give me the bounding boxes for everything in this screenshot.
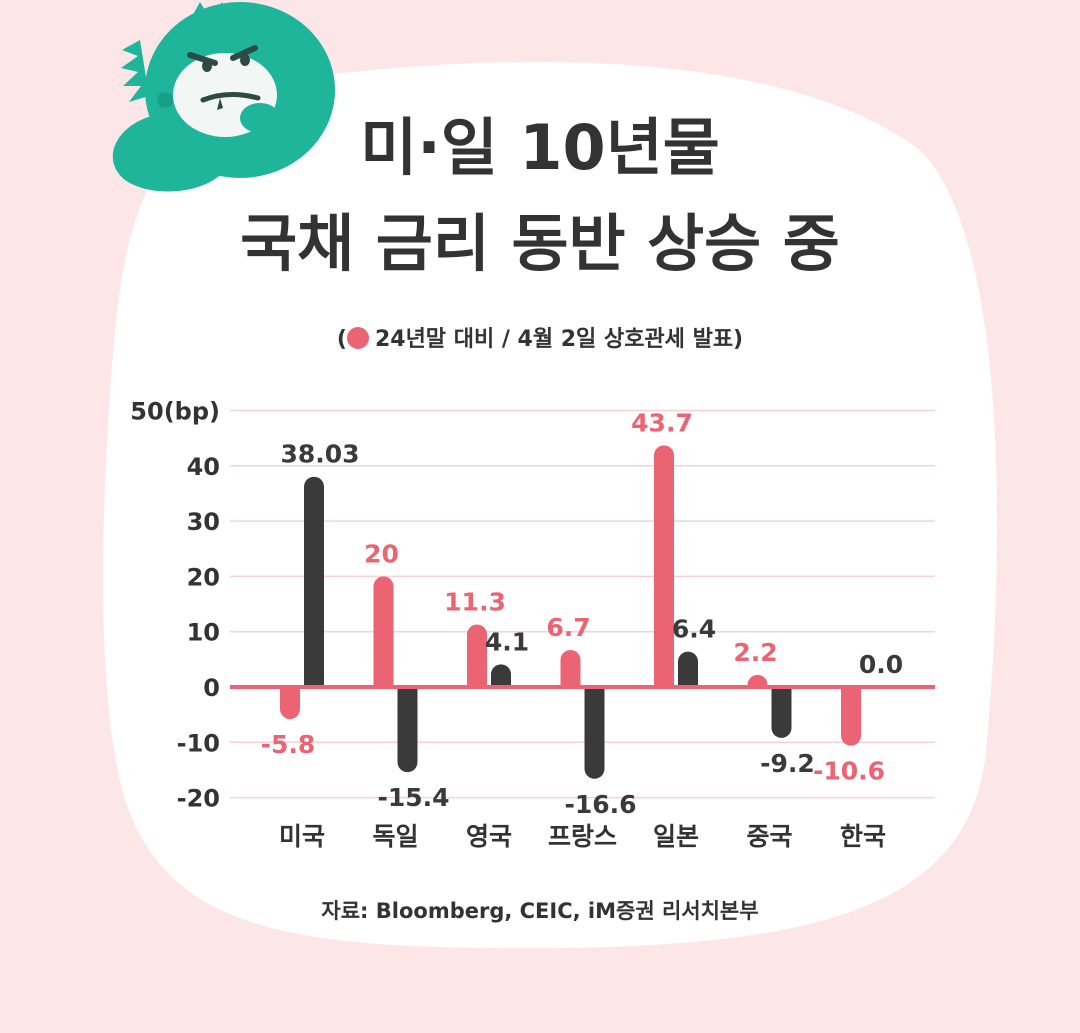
data-label: 11.3: [444, 588, 506, 617]
bar: [584, 687, 605, 779]
subtitle-open-paren: (: [336, 327, 347, 352]
x-tick-label: 영국: [466, 822, 512, 851]
x-tick-label: 중국: [746, 822, 792, 851]
bar: [491, 664, 511, 687]
y-tick-label: 0: [203, 674, 220, 702]
y-tick-label: 30: [187, 508, 220, 536]
x-tick-label: 한국: [840, 822, 886, 851]
subtitle-text: 24년말 대비 / 4월 2일 상호관세 발표): [374, 327, 744, 352]
x-tick-label: 일본: [653, 822, 699, 851]
bar: [397, 687, 418, 773]
data-label: 20: [364, 539, 399, 568]
red-circle-icon: [346, 327, 369, 349]
title-line-1: 미·일 10년물: [360, 111, 720, 184]
data-label: -5.8: [261, 730, 316, 759]
bar: [678, 651, 698, 687]
data-label: 0.0: [859, 650, 903, 679]
data-label: 6.4: [672, 615, 716, 644]
chart-subtitle: (24년말 대비 / 4월 2일 상호관세 발표): [0, 320, 1080, 360]
data-label: -10.6: [813, 757, 885, 786]
bar: [280, 687, 300, 720]
data-label: -16.6: [564, 790, 636, 819]
title-line-2: 국채 금리 동반 상승 중: [240, 207, 840, 280]
bar: [771, 687, 792, 738]
x-tick-label: 미국: [279, 822, 325, 851]
x-tick-label: 프랑스: [548, 822, 617, 851]
y-tick-label: 10: [187, 619, 220, 647]
y-tick-label: -10: [177, 729, 220, 757]
y-tick-label: 40: [187, 453, 220, 481]
data-label: 6.7: [546, 613, 590, 642]
bar: [373, 576, 394, 687]
source-note: 자료: Bloomberg, CEIC, iM증권 리서치본부: [321, 899, 759, 923]
data-label: 43.7: [631, 408, 693, 437]
bar: [654, 445, 674, 687]
bar: [560, 649, 581, 687]
data-label: 4.1: [485, 627, 529, 656]
bar: [304, 476, 324, 687]
bar: [467, 624, 487, 687]
x-tick-label: 독일: [372, 822, 418, 851]
bar: [747, 674, 768, 687]
bar: [841, 687, 861, 746]
dinosaur-mascot-icon: [112, 2, 335, 192]
y-tick-label: 20: [187, 563, 220, 591]
data-label: 38.03: [280, 440, 359, 469]
y-tick-label: 50(bp): [130, 398, 220, 426]
data-label: 2.2: [733, 638, 777, 667]
data-label: -9.2: [760, 749, 815, 778]
page-title: 미·일 10년물 국채 금리 동반 상승 중: [0, 100, 1080, 292]
y-tick-label: -20: [177, 785, 220, 813]
data-label: -15.4: [377, 783, 449, 812]
